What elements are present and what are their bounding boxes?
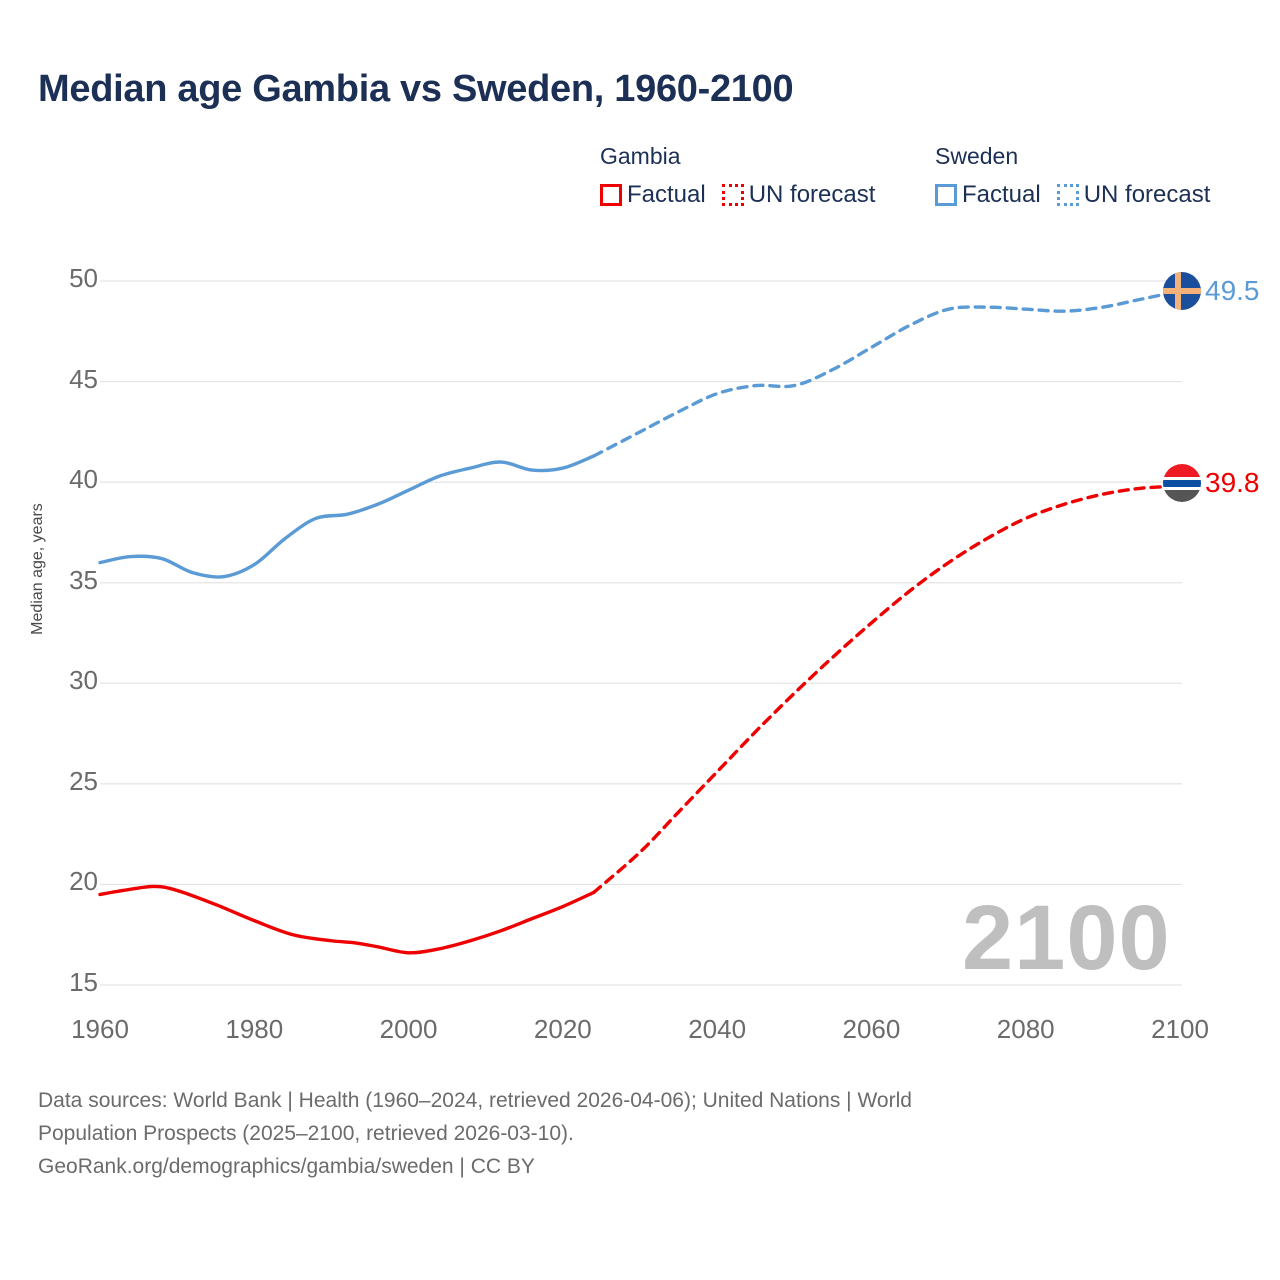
footer-line-3[interactable]: GeoRank.org/demographics/gambia/sweden |… <box>38 1155 535 1178</box>
footer-line-1: Data sources: World Bank | Health (1960–… <box>38 1089 912 1112</box>
sweden-flag-icon <box>1163 272 1201 310</box>
series-line-sweden-forecast <box>592 289 1182 458</box>
legend-item-sweden-forecast[interactable]: UN forecast <box>1056 181 1211 208</box>
legend-group-gambia: Gambia Factual UN forecast <box>600 143 875 207</box>
legend-swatch-dotted-blue-icon <box>1056 184 1079 206</box>
y-tick-label: 15 <box>69 967 98 997</box>
x-tick-label: 2000 <box>379 1014 438 1044</box>
series-paths <box>98 289 1182 955</box>
legend-label-gambia-forecast: UN forecast <box>748 181 876 208</box>
y-tick-label: 30 <box>69 665 98 696</box>
chart-legend: Gambia Factual UN forecast Sweden Factua… <box>600 143 1260 223</box>
series-line-gambia-factual <box>98 884 596 955</box>
footer-sources: Data sources: World Bank | Health (1960–… <box>38 1084 1218 1183</box>
y-tick-label: 25 <box>69 765 98 796</box>
page-title: Median age Gambia vs Sweden, 1960-2100 <box>38 68 794 110</box>
x-tick-label: 2020 <box>533 1014 592 1044</box>
y-tick-label: 20 <box>69 866 98 897</box>
y-tick-label: 40 <box>69 464 98 495</box>
series-line-gambia-forecast <box>592 484 1182 895</box>
x-tick-label: 1960 <box>71 1014 129 1044</box>
y-tick-label: 35 <box>69 564 98 595</box>
legend-swatch-solid-blue-icon <box>935 184 957 206</box>
x-tick-label: 1980 <box>225 1014 284 1044</box>
legend-country-gambia: Gambia <box>600 143 681 169</box>
y-tick-label: 50 <box>69 263 98 293</box>
series-line-sweden-factual <box>98 454 596 579</box>
x-tick-label: 2060 <box>842 1014 901 1044</box>
legend-label-sweden-forecast: UN forecast <box>1083 181 1211 208</box>
gridlines <box>100 280 1182 986</box>
footer-line-2: Population Prospects (2025–2100, retriev… <box>38 1122 574 1145</box>
legend-item-gambia-forecast[interactable]: UN forecast <box>721 181 876 208</box>
end-label-sweden: 49.5 <box>1163 272 1260 310</box>
legend-swatch-solid-red-icon <box>600 184 622 206</box>
legend-label-gambia-factual: Factual <box>627 181 706 208</box>
end-value-gambia: 39.8 <box>1205 467 1260 498</box>
x-tick-label: 2100 <box>1151 1014 1209 1044</box>
y-tick-label: 45 <box>69 363 98 394</box>
x-tick-label: 2040 <box>688 1014 747 1044</box>
legend-label-sweden-factual: Factual <box>962 181 1041 208</box>
legend-item-sweden-factual[interactable]: Factual <box>935 183 1041 207</box>
legend-group-sweden: Sweden Factual UN forecast <box>935 143 1210 207</box>
end-label-gambia: 39.8 <box>1163 464 1260 502</box>
legend-country-sweden: Sweden <box>935 143 1019 169</box>
y-axis-title: Median age, years <box>29 503 46 635</box>
legend-item-gambia-factual[interactable]: Factual <box>600 183 706 207</box>
end-value-sweden: 49.5 <box>1205 275 1260 306</box>
legend-swatch-dotted-red-icon <box>721 184 744 206</box>
gambia-flag-icon <box>1163 464 1201 502</box>
x-tick-label: 2080 <box>996 1014 1055 1044</box>
watermark-year: 2100 <box>962 887 1171 989</box>
